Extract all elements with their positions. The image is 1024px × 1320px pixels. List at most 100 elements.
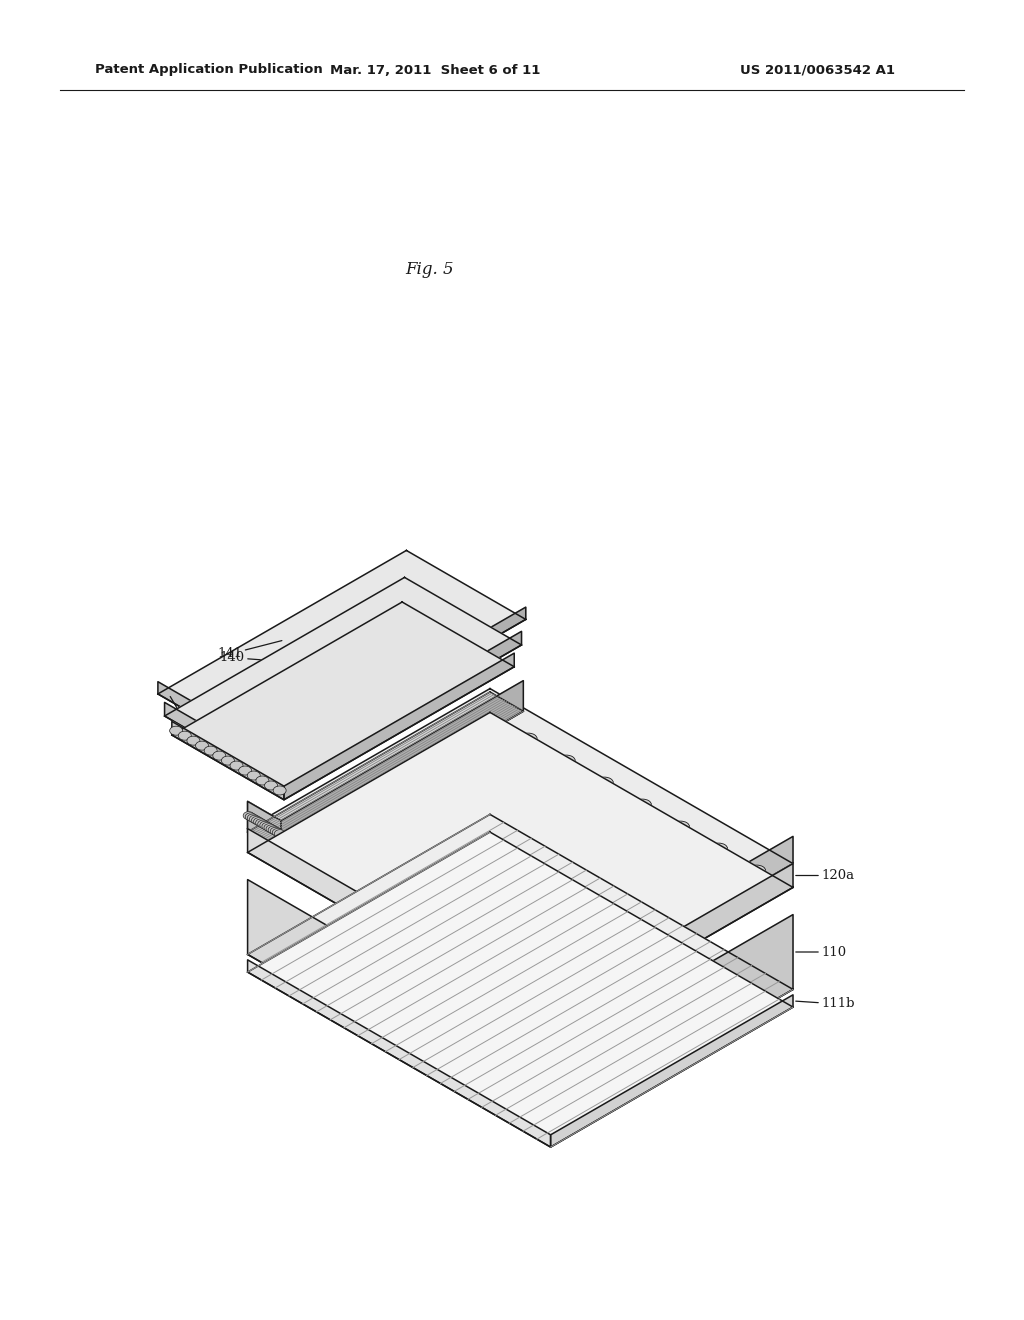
Ellipse shape — [419, 796, 431, 803]
Ellipse shape — [620, 851, 638, 862]
Ellipse shape — [187, 737, 200, 746]
Ellipse shape — [609, 906, 622, 913]
Ellipse shape — [443, 870, 456, 876]
Ellipse shape — [699, 899, 711, 906]
Ellipse shape — [457, 818, 469, 825]
Ellipse shape — [593, 954, 611, 965]
Ellipse shape — [530, 858, 548, 870]
Ellipse shape — [713, 846, 725, 854]
Ellipse shape — [571, 884, 584, 891]
Polygon shape — [551, 837, 793, 1003]
Ellipse shape — [598, 780, 610, 788]
Polygon shape — [284, 653, 514, 800]
Ellipse shape — [468, 763, 485, 774]
Ellipse shape — [213, 751, 225, 760]
Text: 122: 122 — [528, 869, 571, 902]
Ellipse shape — [647, 928, 659, 935]
Ellipse shape — [430, 921, 442, 928]
Ellipse shape — [471, 767, 482, 774]
Ellipse shape — [751, 869, 763, 875]
Ellipse shape — [560, 759, 572, 766]
Polygon shape — [248, 960, 551, 1147]
Ellipse shape — [351, 874, 369, 886]
Ellipse shape — [354, 878, 367, 884]
Ellipse shape — [696, 895, 714, 906]
Text: Mar. 17, 2011  Sheet 6 of 11: Mar. 17, 2011 Sheet 6 of 11 — [330, 63, 541, 77]
Ellipse shape — [368, 826, 380, 833]
Ellipse shape — [545, 987, 557, 994]
Ellipse shape — [274, 830, 286, 838]
Ellipse shape — [243, 812, 254, 820]
Ellipse shape — [534, 862, 546, 869]
Ellipse shape — [268, 826, 280, 834]
Ellipse shape — [507, 965, 518, 973]
Ellipse shape — [266, 825, 278, 833]
Ellipse shape — [248, 814, 258, 822]
Ellipse shape — [623, 854, 635, 862]
Text: 111a: 111a — [266, 843, 315, 870]
Ellipse shape — [256, 818, 266, 826]
Polygon shape — [282, 631, 521, 784]
Ellipse shape — [178, 731, 191, 741]
Polygon shape — [158, 681, 278, 763]
Ellipse shape — [416, 792, 434, 804]
Polygon shape — [248, 829, 551, 1027]
Ellipse shape — [522, 737, 535, 743]
Ellipse shape — [558, 936, 570, 942]
Ellipse shape — [519, 733, 538, 744]
Ellipse shape — [636, 803, 648, 809]
Ellipse shape — [365, 822, 383, 833]
Text: Fig. 5: Fig. 5 — [406, 261, 455, 279]
Ellipse shape — [196, 741, 209, 750]
Polygon shape — [172, 602, 514, 800]
Polygon shape — [248, 692, 523, 851]
Ellipse shape — [544, 807, 562, 818]
Ellipse shape — [520, 913, 531, 921]
Ellipse shape — [264, 781, 278, 789]
Ellipse shape — [645, 924, 663, 936]
Ellipse shape — [555, 932, 573, 944]
Polygon shape — [248, 713, 793, 1027]
Ellipse shape — [429, 741, 447, 752]
Polygon shape — [281, 681, 523, 851]
Ellipse shape — [170, 726, 182, 735]
Polygon shape — [551, 863, 793, 1027]
Polygon shape — [248, 814, 793, 1130]
Ellipse shape — [275, 830, 293, 841]
Text: 120a: 120a — [796, 869, 854, 882]
Ellipse shape — [634, 799, 651, 810]
Polygon shape — [551, 995, 793, 1147]
Ellipse shape — [466, 940, 483, 952]
Text: US 2011/0063542 A1: US 2011/0063542 A1 — [740, 63, 895, 77]
Ellipse shape — [221, 756, 234, 766]
Ellipse shape — [250, 816, 260, 824]
Ellipse shape — [406, 847, 418, 855]
Ellipse shape — [313, 853, 331, 863]
Text: Patent Application Publication: Patent Application Publication — [95, 63, 323, 77]
Text: 32: 32 — [170, 697, 194, 729]
Ellipse shape — [392, 899, 404, 907]
Ellipse shape — [204, 746, 217, 755]
Polygon shape — [248, 801, 551, 1003]
Text: 110: 110 — [796, 945, 846, 958]
Ellipse shape — [506, 785, 523, 796]
Polygon shape — [551, 915, 793, 1130]
Ellipse shape — [596, 958, 608, 965]
Polygon shape — [248, 879, 551, 1130]
Ellipse shape — [672, 821, 689, 832]
Ellipse shape — [239, 766, 252, 775]
Text: 140: 140 — [220, 651, 285, 664]
Ellipse shape — [468, 944, 480, 950]
Ellipse shape — [595, 777, 613, 788]
Ellipse shape — [432, 744, 444, 751]
Ellipse shape — [247, 771, 260, 780]
Ellipse shape — [378, 771, 396, 781]
Ellipse shape — [252, 816, 262, 825]
Ellipse shape — [389, 896, 408, 907]
Polygon shape — [278, 607, 525, 763]
Ellipse shape — [675, 825, 686, 832]
Polygon shape — [172, 722, 284, 800]
Ellipse shape — [493, 837, 510, 847]
Ellipse shape — [258, 820, 268, 828]
Ellipse shape — [479, 888, 497, 899]
